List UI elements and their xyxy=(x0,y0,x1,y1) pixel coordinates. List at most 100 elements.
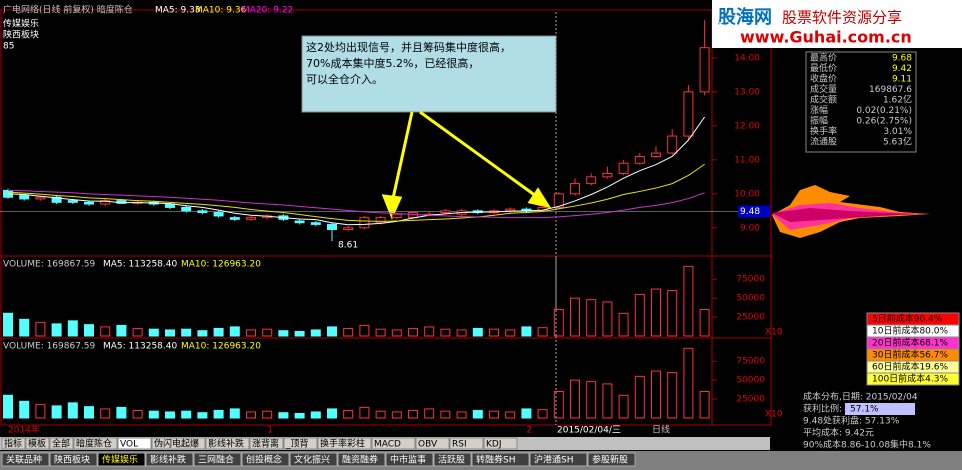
toolbar-button[interactable] xyxy=(317,437,372,450)
tab[interactable] xyxy=(241,452,290,467)
cost-info: 57.1% xyxy=(850,405,879,415)
cost-legend-text: 10日前成本80.0% xyxy=(872,325,948,337)
toolbar-text[interactable]: 模板 xyxy=(28,438,46,450)
tab[interactable] xyxy=(529,452,588,467)
tab[interactable] xyxy=(49,452,98,467)
volume-bar xyxy=(586,299,597,337)
toolbar-button[interactable] xyxy=(371,437,416,450)
cost-legend-text: 60日前成本19.6% xyxy=(872,361,948,373)
ma-line xyxy=(7,116,706,226)
tab[interactable] xyxy=(1,452,50,467)
volume-bar xyxy=(521,326,532,337)
toolbar-button[interactable] xyxy=(25,437,50,450)
toolbar-button[interactable] xyxy=(117,437,152,450)
tab[interactable] xyxy=(289,452,338,467)
tab-text[interactable]: 三网融合 xyxy=(198,454,234,466)
toolbar-button[interactable] xyxy=(151,437,206,450)
toolbar-text[interactable]: 涨背离 xyxy=(252,438,279,450)
candle-body xyxy=(327,223,337,231)
toolbar-text[interactable]: VOL xyxy=(120,440,138,450)
quote-value: 3.01% xyxy=(883,127,912,137)
tab-text[interactable]: 传媒娱乐 xyxy=(102,454,138,466)
tab[interactable] xyxy=(145,452,194,467)
volume-bar xyxy=(310,411,321,419)
volume-bar xyxy=(375,328,386,337)
frames xyxy=(0,9,772,426)
cost-info: 平均成本: 9.42元 xyxy=(803,427,874,439)
volume-bar xyxy=(3,394,13,419)
tab[interactable] xyxy=(193,452,242,467)
volume-bar xyxy=(327,326,337,337)
tab-text[interactable]: 转融券SH xyxy=(476,454,515,466)
tab[interactable] xyxy=(587,452,636,467)
tab-text[interactable]: 中市监事 xyxy=(390,454,426,466)
volume-bar xyxy=(456,329,467,337)
volume-bar xyxy=(456,411,467,419)
candle-body xyxy=(440,210,451,214)
tab-text[interactable]: 参股新股 xyxy=(592,454,628,466)
toolbar-button[interactable] xyxy=(415,437,450,450)
tab-text[interactable]: 影线补跌 xyxy=(150,454,186,466)
watermark-url: www.Guhai.com.cn xyxy=(740,28,912,47)
tab[interactable] xyxy=(471,452,530,467)
quote-value: 9.42 xyxy=(892,64,912,74)
volume-bar xyxy=(100,326,111,337)
volume-bar xyxy=(408,327,418,337)
toolbar-text[interactable]: MACD xyxy=(374,440,401,450)
tab-text[interactable]: 活跃股 xyxy=(438,454,465,466)
arrow xyxy=(390,111,414,204)
toolbar-text[interactable]: RSI xyxy=(452,440,467,450)
volume-bar xyxy=(440,328,451,337)
volume-bar xyxy=(683,265,694,337)
candle-body xyxy=(84,201,94,205)
tab[interactable] xyxy=(337,452,386,467)
tab-text[interactable]: 融资融券 xyxy=(342,454,378,466)
toolbar-text[interactable]: 影线补跌 xyxy=(208,438,244,450)
volume-bar xyxy=(343,409,354,419)
toolbar-text[interactable]: 指标 xyxy=(4,438,22,450)
toolbar-text[interactable]: 换手率彩柱 xyxy=(320,438,365,450)
tab-text[interactable]: 陕西板块 xyxy=(54,454,90,466)
tab[interactable] xyxy=(97,452,146,467)
toolbar-text[interactable]: OBV xyxy=(418,440,438,450)
toolbar-text[interactable]: 全部 xyxy=(52,438,70,450)
toolbar-button[interactable] xyxy=(205,437,250,450)
candle-body xyxy=(634,155,645,164)
volume-bar xyxy=(489,410,499,419)
toolbar-button[interactable] xyxy=(283,437,318,450)
tab[interactable] xyxy=(433,452,472,467)
tab-text[interactable]: 创投概念 xyxy=(246,454,282,466)
volume-bar xyxy=(181,410,192,419)
toolbar-button[interactable] xyxy=(249,437,284,450)
candle-body xyxy=(67,200,78,203)
candle-body xyxy=(19,195,30,200)
volume-bar xyxy=(391,411,402,419)
volume-bar xyxy=(618,394,629,419)
y-tick-label: 25000 xyxy=(736,313,765,323)
toolbar-button[interactable] xyxy=(73,437,118,450)
annotation-line: 70%成本集中度5.2%，已经很高， xyxy=(306,56,479,70)
volume-bar xyxy=(246,411,256,419)
volume-legend: VOLUME: 169867.59 xyxy=(3,260,96,270)
toolbar-text[interactable]: 伪闪电起爆 xyxy=(154,438,199,450)
volume-bar xyxy=(294,412,305,419)
volume-bar xyxy=(505,411,516,419)
tab-text[interactable]: 沪港通SH xyxy=(534,454,573,466)
candle-body xyxy=(667,135,678,154)
toolbar-button[interactable] xyxy=(483,437,518,450)
tab-text[interactable]: 文化振兴 xyxy=(294,454,330,466)
toolbar-button[interactable] xyxy=(449,437,484,450)
toolbar-text[interactable]: 暗度陈仓 xyxy=(76,438,112,450)
volume-legend: MA10: 126963.20 xyxy=(181,342,261,352)
tab-text[interactable]: 关联品种 xyxy=(6,454,42,466)
volume-bar xyxy=(489,328,499,337)
toolbar-button[interactable] xyxy=(1,437,26,450)
tab[interactable] xyxy=(385,452,434,467)
toolbar-button[interactable] xyxy=(49,437,74,450)
volume-bar xyxy=(181,328,192,337)
toolbar-text[interactable]: KDJ xyxy=(486,440,502,450)
volume-bar xyxy=(310,329,321,337)
cost-legend-text: 20日前成本68.1% xyxy=(872,337,948,349)
toolbar-text[interactable]: _顶背 xyxy=(285,438,309,450)
volume-bar xyxy=(148,328,159,337)
